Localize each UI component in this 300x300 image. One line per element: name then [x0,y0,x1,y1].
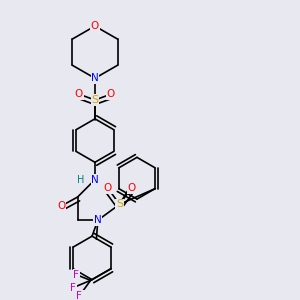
Text: O: O [104,183,112,194]
Text: F: F [70,283,76,292]
Text: O: O [127,183,135,194]
Text: O: O [91,21,99,31]
Text: N: N [94,215,102,225]
Text: N: N [91,73,99,83]
Text: F: F [73,270,79,280]
Text: O: O [58,201,66,211]
Text: F: F [76,291,82,300]
Text: S: S [92,95,98,105]
Text: N: N [91,175,99,185]
Text: O: O [75,89,83,99]
Text: O: O [107,89,115,99]
Text: S: S [116,199,123,209]
Text: H: H [77,175,85,185]
